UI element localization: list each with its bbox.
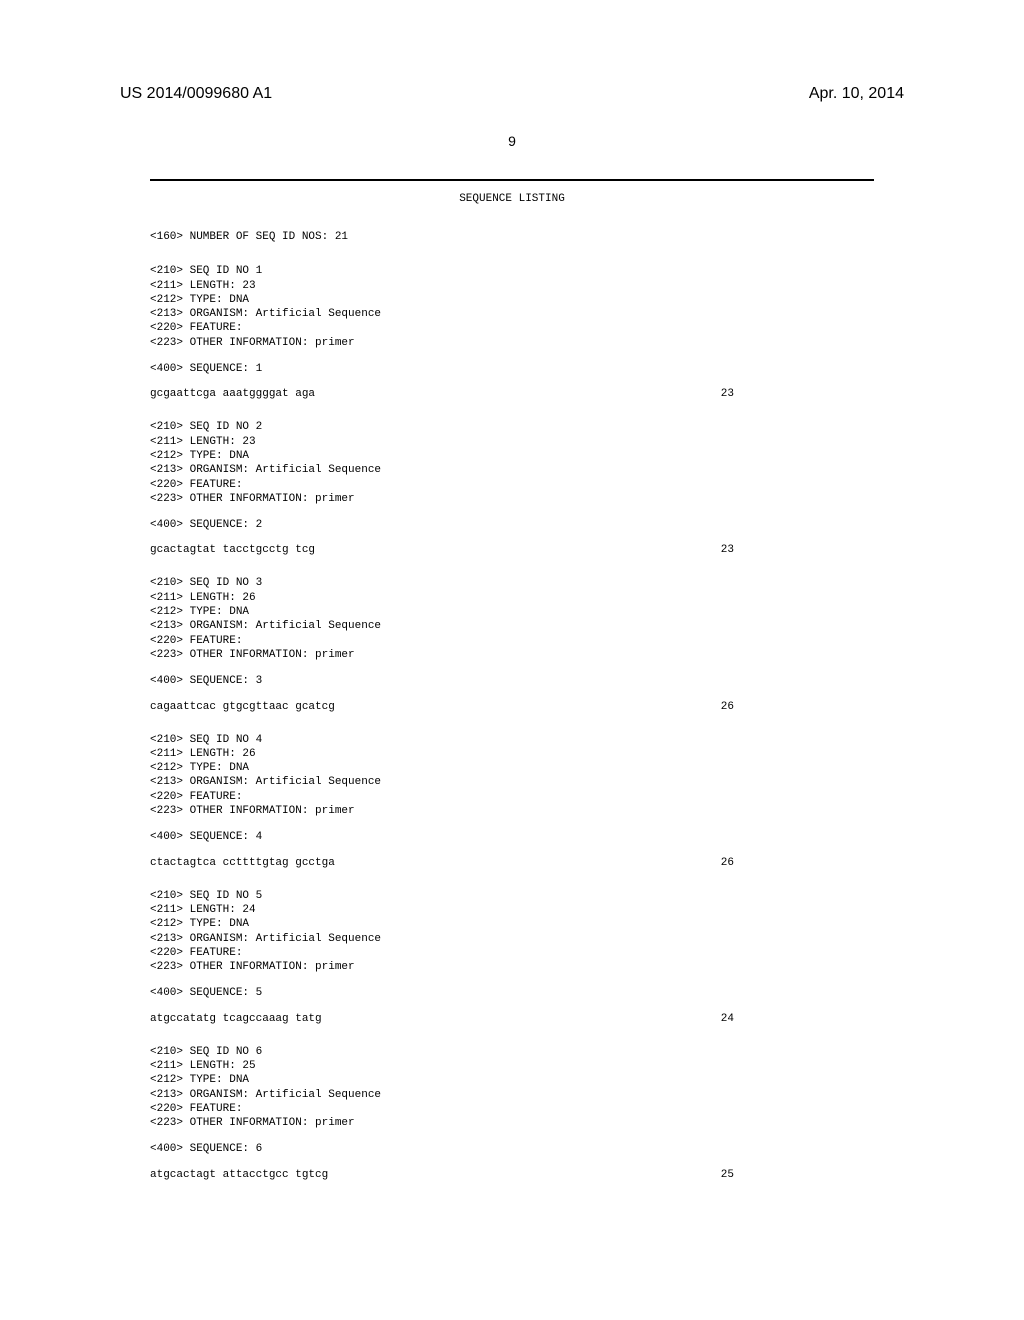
sequence-row: ctactagtca ccttttgtag gcctga 26 — [150, 857, 874, 869]
sequence-listing-content: SEQUENCE LISTING <160> NUMBER OF SEQ ID … — [150, 179, 874, 1181]
sequence-label: <400> SEQUENCE: 2 — [150, 518, 874, 532]
sequence-row: atgcactagt attacctgcc tgtcg 25 — [150, 1169, 874, 1181]
sequence-meta-line: <211> LENGTH: 24 — [150, 903, 874, 917]
sequence-meta-line: <211> LENGTH: 23 — [150, 435, 874, 449]
sequence-meta-line: <213> ORGANISM: Artificial Sequence — [150, 775, 874, 789]
sequence-meta-line: <210> SEQ ID NO 6 — [150, 1045, 874, 1059]
sequence-text: gcgaattcga aaatggggat aga — [150, 388, 315, 400]
sequence-label: <400> SEQUENCE: 6 — [150, 1142, 874, 1156]
sequence-meta-line: <211> LENGTH: 25 — [150, 1059, 874, 1073]
sequence-meta-line: <212> TYPE: DNA — [150, 449, 874, 463]
sequence-meta-line: <223> OTHER INFORMATION: primer — [150, 648, 874, 662]
sequence-length: 23 — [721, 388, 734, 400]
sequence-meta-line: <210> SEQ ID NO 1 — [150, 264, 874, 278]
sequence-meta-line: <220> FEATURE: — [150, 1102, 874, 1116]
sequence-meta-line: <220> FEATURE: — [150, 946, 874, 960]
sequence-meta-line: <212> TYPE: DNA — [150, 293, 874, 307]
sequence-text: ctactagtca ccttttgtag gcctga — [150, 857, 335, 869]
sequence-label: <400> SEQUENCE: 4 — [150, 830, 874, 844]
publication-date: Apr. 10, 2014 — [809, 85, 904, 103]
sequence-meta-line: <223> OTHER INFORMATION: primer — [150, 336, 874, 350]
sequence-block: <210> SEQ ID NO 2<211> LENGTH: 23<212> T… — [150, 420, 874, 556]
sequence-meta-line: <210> SEQ ID NO 3 — [150, 576, 874, 590]
sequence-label: <400> SEQUENCE: 3 — [150, 674, 874, 688]
sequence-meta-line: <210> SEQ ID NO 4 — [150, 733, 874, 747]
sequence-block: <210> SEQ ID NO 1<211> LENGTH: 23<212> T… — [150, 264, 874, 400]
sequence-length: 26 — [721, 857, 734, 869]
sequence-meta-line: <213> ORGANISM: Artificial Sequence — [150, 463, 874, 477]
sequence-meta-line: <223> OTHER INFORMATION: primer — [150, 492, 874, 506]
sequence-row: cagaattcac gtgcgttaac gcatcg 26 — [150, 701, 874, 713]
sequence-meta-line: <211> LENGTH: 23 — [150, 279, 874, 293]
sequence-meta-line: <220> FEATURE: — [150, 634, 874, 648]
sequence-text: gcactagtat tacctgcctg tcg — [150, 544, 315, 556]
sequence-meta-line: <220> FEATURE: — [150, 321, 874, 335]
sequence-row: gcgaattcga aaatggggat aga 23 — [150, 388, 874, 400]
page-number: 9 — [0, 133, 1024, 149]
sequence-meta-line: <223> OTHER INFORMATION: primer — [150, 804, 874, 818]
sequence-text: atgccatatg tcagccaaag tatg — [150, 1013, 322, 1025]
sequence-text: cagaattcac gtgcgttaac gcatcg — [150, 701, 335, 713]
sequence-block: <210> SEQ ID NO 3<211> LENGTH: 26<212> T… — [150, 576, 874, 712]
sequence-meta-line: <220> FEATURE: — [150, 478, 874, 492]
sequence-block: <210> SEQ ID NO 4<211> LENGTH: 26<212> T… — [150, 733, 874, 869]
sequence-length: 23 — [721, 544, 734, 556]
sequence-length: 25 — [721, 1169, 734, 1181]
sequence-meta-line: <211> LENGTH: 26 — [150, 591, 874, 605]
sequence-meta-line: <210> SEQ ID NO 5 — [150, 889, 874, 903]
sequence-meta-line: <213> ORGANISM: Artificial Sequence — [150, 932, 874, 946]
sequence-meta-line: <213> ORGANISM: Artificial Sequence — [150, 619, 874, 633]
publication-number: US 2014/0099680 A1 — [120, 85, 272, 103]
sequence-length: 26 — [721, 701, 734, 713]
sequence-row: atgccatatg tcagccaaag tatg 24 — [150, 1013, 874, 1025]
sequence-meta-line: <212> TYPE: DNA — [150, 917, 874, 931]
document-header: US 2014/0099680 A1 Apr. 10, 2014 — [0, 0, 1024, 103]
listing-title: SEQUENCE LISTING — [150, 179, 874, 205]
sequence-row: gcactagtat tacctgcctg tcg 23 — [150, 544, 874, 556]
sequence-label: <400> SEQUENCE: 5 — [150, 986, 874, 1000]
sequence-meta-line: <212> TYPE: DNA — [150, 605, 874, 619]
sequence-block: <210> SEQ ID NO 6<211> LENGTH: 25<212> T… — [150, 1045, 874, 1181]
sequence-meta-line: <213> ORGANISM: Artificial Sequence — [150, 307, 874, 321]
sequence-block: <210> SEQ ID NO 5<211> LENGTH: 24<212> T… — [150, 889, 874, 1025]
sequence-length: 24 — [721, 1013, 734, 1025]
sequence-meta-line: <210> SEQ ID NO 2 — [150, 420, 874, 434]
sequence-meta-line: <220> FEATURE: — [150, 790, 874, 804]
sequence-text: atgcactagt attacctgcc tgtcg — [150, 1169, 328, 1181]
num-sequences: <160> NUMBER OF SEQ ID NOS: 21 — [150, 230, 874, 244]
sequence-meta-line: <213> ORGANISM: Artificial Sequence — [150, 1088, 874, 1102]
sequence-meta-line: <212> TYPE: DNA — [150, 761, 874, 775]
sequence-meta-line: <223> OTHER INFORMATION: primer — [150, 1116, 874, 1130]
sequence-meta-line: <212> TYPE: DNA — [150, 1073, 874, 1087]
sequence-meta-line: <211> LENGTH: 26 — [150, 747, 874, 761]
sequence-meta-line: <223> OTHER INFORMATION: primer — [150, 960, 874, 974]
sequence-label: <400> SEQUENCE: 1 — [150, 362, 874, 376]
